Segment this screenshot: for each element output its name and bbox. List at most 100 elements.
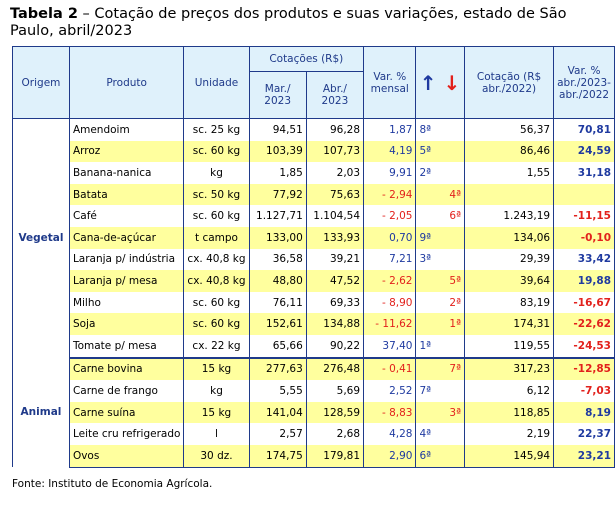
table-row: Batata sc. 50 kg 77,92 75,63- 2,94 4ª bbox=[13, 183, 615, 206]
mar-2023-cell: 174,75 bbox=[248, 444, 307, 468]
cotacao-2022-cell: 1,55 bbox=[464, 162, 554, 184]
table-row: Vegetal Amendoim sc. 25 kg 94,51 96,28 1,87 8ª… bbox=[12, 118, 615, 358]
table-title-label: Tabela 2 bbox=[10, 6, 78, 22]
var-anual-cell: 70,81 bbox=[553, 118, 615, 141]
cotacao-2022-cell: 145,94 bbox=[464, 444, 554, 468]
arrow-up-icon: ↑ bbox=[419, 70, 437, 95]
header-var-mensal: Var. % mensal bbox=[363, 46, 417, 119]
rank-down-cell: 6ª bbox=[449, 210, 462, 223]
var-mensal-cell: 0,70 bbox=[363, 226, 417, 249]
produto-cell: Ovos bbox=[68, 444, 184, 468]
table-row: Laranja p/ indústria cx. 40,8 kg 36,58 39,2… bbox=[13, 248, 615, 271]
mar-2023-cell: 94,51 bbox=[248, 118, 307, 141]
cotacao-2022-cell: 317,23 bbox=[464, 357, 554, 381]
produto-cell: Laranja p/ mesa bbox=[68, 270, 184, 292]
var-mensal-cell: - 2,94 bbox=[363, 183, 417, 206]
mar-2023-cell: 103,39 bbox=[248, 140, 307, 163]
table-header: Origem Produto Unidade Cotações (R$) Var… bbox=[12, 46, 615, 119]
rank-up-cell bbox=[415, 313, 440, 335]
var-mensal-cell: 7,21 bbox=[363, 248, 417, 271]
var-mensal-cell: - 2,62 bbox=[363, 270, 417, 292]
var-anual-cell: 19,88 bbox=[553, 270, 615, 292]
produto-cell: Leite cru refrigerado bbox=[68, 423, 184, 445]
var-mensal-cell: - 2,05 bbox=[363, 205, 417, 227]
mar-2023-cell: 48,80 bbox=[248, 270, 307, 292]
mar-2023-cell: 36,58 bbox=[248, 248, 307, 271]
rank-up-cell: 4ª bbox=[419, 428, 432, 441]
header-var-anual: Var. % abr./2023- abr./2022 bbox=[553, 46, 615, 119]
var-anual-cell bbox=[553, 183, 615, 206]
rank-up-cell: 3ª bbox=[419, 253, 432, 266]
table-row: Cana-de-açúcar t campo 133,00 133,93 0,70 9ª 1… bbox=[13, 226, 615, 249]
unidade-cell: sc. 25 kg bbox=[183, 118, 250, 141]
table-row: Carne de frango kg 5,55 5,69 2,52 7ª 6,12 -7,03 bbox=[13, 380, 615, 402]
table-row: Arroz sc. 60 kg 103,39 107,73 4,19 5ª 86,46 24,… bbox=[13, 140, 615, 163]
produto-cell: Cana-de-açúcar bbox=[68, 226, 184, 249]
header-abr: Abr./ 2023 bbox=[305, 71, 365, 119]
table-row: Banana-nanica kg 1,85 2,03 9,91 2ª 1,55 31,18 bbox=[13, 162, 615, 184]
produto-cell: Carne de frango bbox=[68, 380, 184, 402]
unidade-cell: sc. 60 kg bbox=[183, 291, 250, 314]
cotacao-2022-cell: 39,64 bbox=[464, 270, 554, 292]
unidade-cell: t campo bbox=[183, 226, 250, 249]
table-row: Ovos 30 dz. 174,75 179,81 2,90 6ª 145,94 23,21 bbox=[13, 444, 615, 468]
cotacao-2022-cell: 56,37 bbox=[464, 118, 554, 141]
source-note: Fonte: Instituto de Economia Agrícola. bbox=[12, 478, 213, 490]
produto-cell: Laranja p/ indústria bbox=[68, 248, 184, 271]
rank-down-cell: 2ª bbox=[449, 296, 462, 309]
cotacao-2022-cell: 86,46 bbox=[464, 140, 554, 163]
arrow-down-icon: ↓ bbox=[443, 70, 461, 95]
rank-down-cell bbox=[439, 444, 465, 468]
mar-2023-cell: 152,61 bbox=[248, 313, 307, 335]
origem-cell: Animal bbox=[12, 357, 70, 467]
header-produto: Produto bbox=[68, 46, 185, 119]
header-unidade: Unidade bbox=[183, 46, 250, 119]
header-mar: Mar./ 2023 bbox=[248, 71, 307, 119]
var-mensal-cell: - 8,83 bbox=[363, 401, 417, 424]
header-up-arrow: ↑ bbox=[415, 46, 440, 119]
table-title-text: – Cotação de preços dos produtos e suas … bbox=[10, 6, 567, 39]
rank-up-cell: 7ª bbox=[419, 384, 432, 397]
table-body: Vegetal Amendoim sc. 25 kg 94,51 96,28 1,87 8ª… bbox=[12, 118, 615, 468]
unidade-cell: sc. 60 kg bbox=[183, 205, 250, 227]
mar-2023-cell: 277,63 bbox=[248, 357, 307, 381]
produto-cell: Banana-nanica bbox=[68, 162, 184, 184]
rank-down-cell bbox=[439, 226, 465, 249]
table-title: Tabela 2 – Cotação de preços dos produto… bbox=[10, 6, 606, 40]
rank-down-cell: 7ª bbox=[439, 357, 465, 381]
abr-2023-cell: 128,59 bbox=[305, 401, 364, 424]
cotacao-2022-cell: 174,31 bbox=[464, 313, 554, 335]
mar-2023-cell: 1.127,71 bbox=[248, 205, 307, 227]
var-anual-cell: 23,21 bbox=[553, 444, 615, 468]
var-mensal-cell: 2,52 bbox=[363, 380, 417, 402]
rank-up-cell: 8ª bbox=[419, 123, 432, 136]
mar-2023-cell: 5,55 bbox=[248, 380, 307, 402]
table-row: Leite cru refrigerado l 2,57 2,68 4,28 4ª 2,19… bbox=[13, 423, 615, 445]
mar-2023-cell: 141,04 bbox=[248, 401, 307, 424]
unidade-cell: sc. 50 kg bbox=[183, 183, 250, 206]
abr-2023-cell: 133,93 bbox=[305, 226, 364, 249]
abr-2023-cell: 90,22 bbox=[305, 334, 364, 359]
table-row: Soja sc. 60 kg 152,61 134,88- 11,62 1ª 174,31… bbox=[13, 313, 615, 335]
table-row: Carne suína 15 kg 141,04 128,59- 8,83 3ª 118,… bbox=[13, 401, 615, 424]
table-row: Milho sc. 60 kg 76,11 69,33- 8,90 2ª 83,19 -16… bbox=[13, 291, 615, 314]
var-anual-cell: -0,10 bbox=[553, 226, 615, 249]
rank-down-cell: 1ª bbox=[439, 313, 465, 335]
rank-down-cell bbox=[439, 334, 465, 359]
var-mensal-cell: 4,19 bbox=[363, 140, 417, 163]
cotacao-2022-cell bbox=[464, 183, 554, 206]
var-anual-cell: -7,03 bbox=[553, 380, 615, 402]
unidade-cell: 15 kg bbox=[183, 357, 250, 381]
produto-cell: Milho bbox=[68, 291, 184, 314]
var-anual-cell: 8,19 bbox=[553, 401, 615, 424]
var-mensal-cell: 2,90 bbox=[363, 444, 417, 468]
header-origem: Origem bbox=[12, 46, 70, 119]
mar-2023-cell: 76,11 bbox=[248, 291, 307, 314]
rank-down-cell bbox=[439, 140, 465, 163]
unidade-cell: kg bbox=[183, 162, 250, 184]
mar-2023-cell: 2,57 bbox=[248, 423, 307, 445]
cotacao-2022-cell: 134,06 bbox=[464, 226, 554, 249]
cotacao-2022-cell: 2,19 bbox=[464, 423, 554, 445]
var-anual-cell: 33,42 bbox=[553, 248, 615, 271]
var-mensal-cell: 4,28 bbox=[363, 423, 417, 445]
